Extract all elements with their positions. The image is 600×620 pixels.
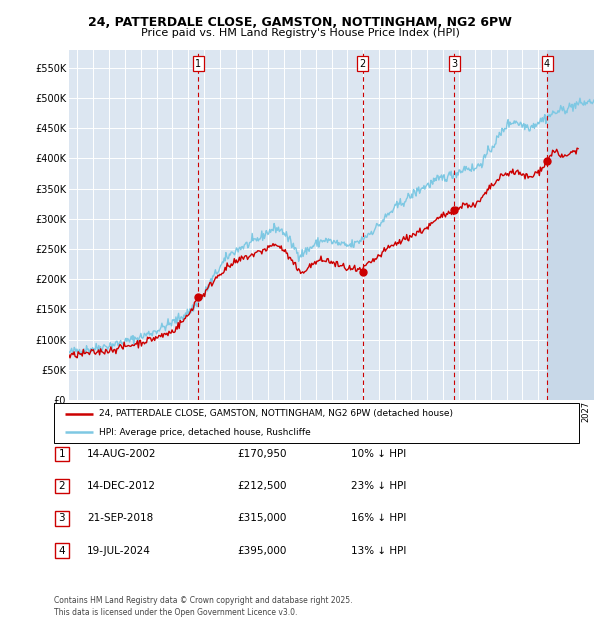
Text: 24, PATTERDALE CLOSE, GAMSTON, NOTTINGHAM, NG2 6PW (detached house): 24, PATTERDALE CLOSE, GAMSTON, NOTTINGHA… — [98, 409, 452, 419]
Text: 19-JUL-2024: 19-JUL-2024 — [87, 546, 151, 556]
Text: £212,500: £212,500 — [237, 481, 287, 491]
Text: 3: 3 — [58, 513, 65, 523]
Text: 1: 1 — [58, 449, 65, 459]
Text: 13% ↓ HPI: 13% ↓ HPI — [351, 546, 406, 556]
Text: 4: 4 — [58, 546, 65, 556]
Text: 1: 1 — [195, 59, 201, 69]
Text: 24, PATTERDALE CLOSE, GAMSTON, NOTTINGHAM, NG2 6PW: 24, PATTERDALE CLOSE, GAMSTON, NOTTINGHA… — [88, 16, 512, 29]
Text: 16% ↓ HPI: 16% ↓ HPI — [351, 513, 406, 523]
Text: £315,000: £315,000 — [237, 513, 286, 523]
Text: HPI: Average price, detached house, Rushcliffe: HPI: Average price, detached house, Rush… — [98, 428, 310, 437]
Text: 2: 2 — [58, 481, 65, 491]
Text: 14-AUG-2002: 14-AUG-2002 — [87, 449, 157, 459]
Text: 3: 3 — [451, 59, 457, 69]
Text: 4: 4 — [544, 59, 550, 69]
Bar — [547, 50, 594, 400]
Text: £395,000: £395,000 — [237, 546, 286, 556]
Text: Price paid vs. HM Land Registry's House Price Index (HPI): Price paid vs. HM Land Registry's House … — [140, 28, 460, 38]
Text: 2: 2 — [359, 59, 366, 69]
Text: 14-DEC-2012: 14-DEC-2012 — [87, 481, 156, 491]
Text: 23% ↓ HPI: 23% ↓ HPI — [351, 481, 406, 491]
Text: 10% ↓ HPI: 10% ↓ HPI — [351, 449, 406, 459]
Text: Contains HM Land Registry data © Crown copyright and database right 2025.
This d: Contains HM Land Registry data © Crown c… — [54, 596, 353, 617]
Text: 21-SEP-2018: 21-SEP-2018 — [87, 513, 153, 523]
Text: £170,950: £170,950 — [237, 449, 287, 459]
